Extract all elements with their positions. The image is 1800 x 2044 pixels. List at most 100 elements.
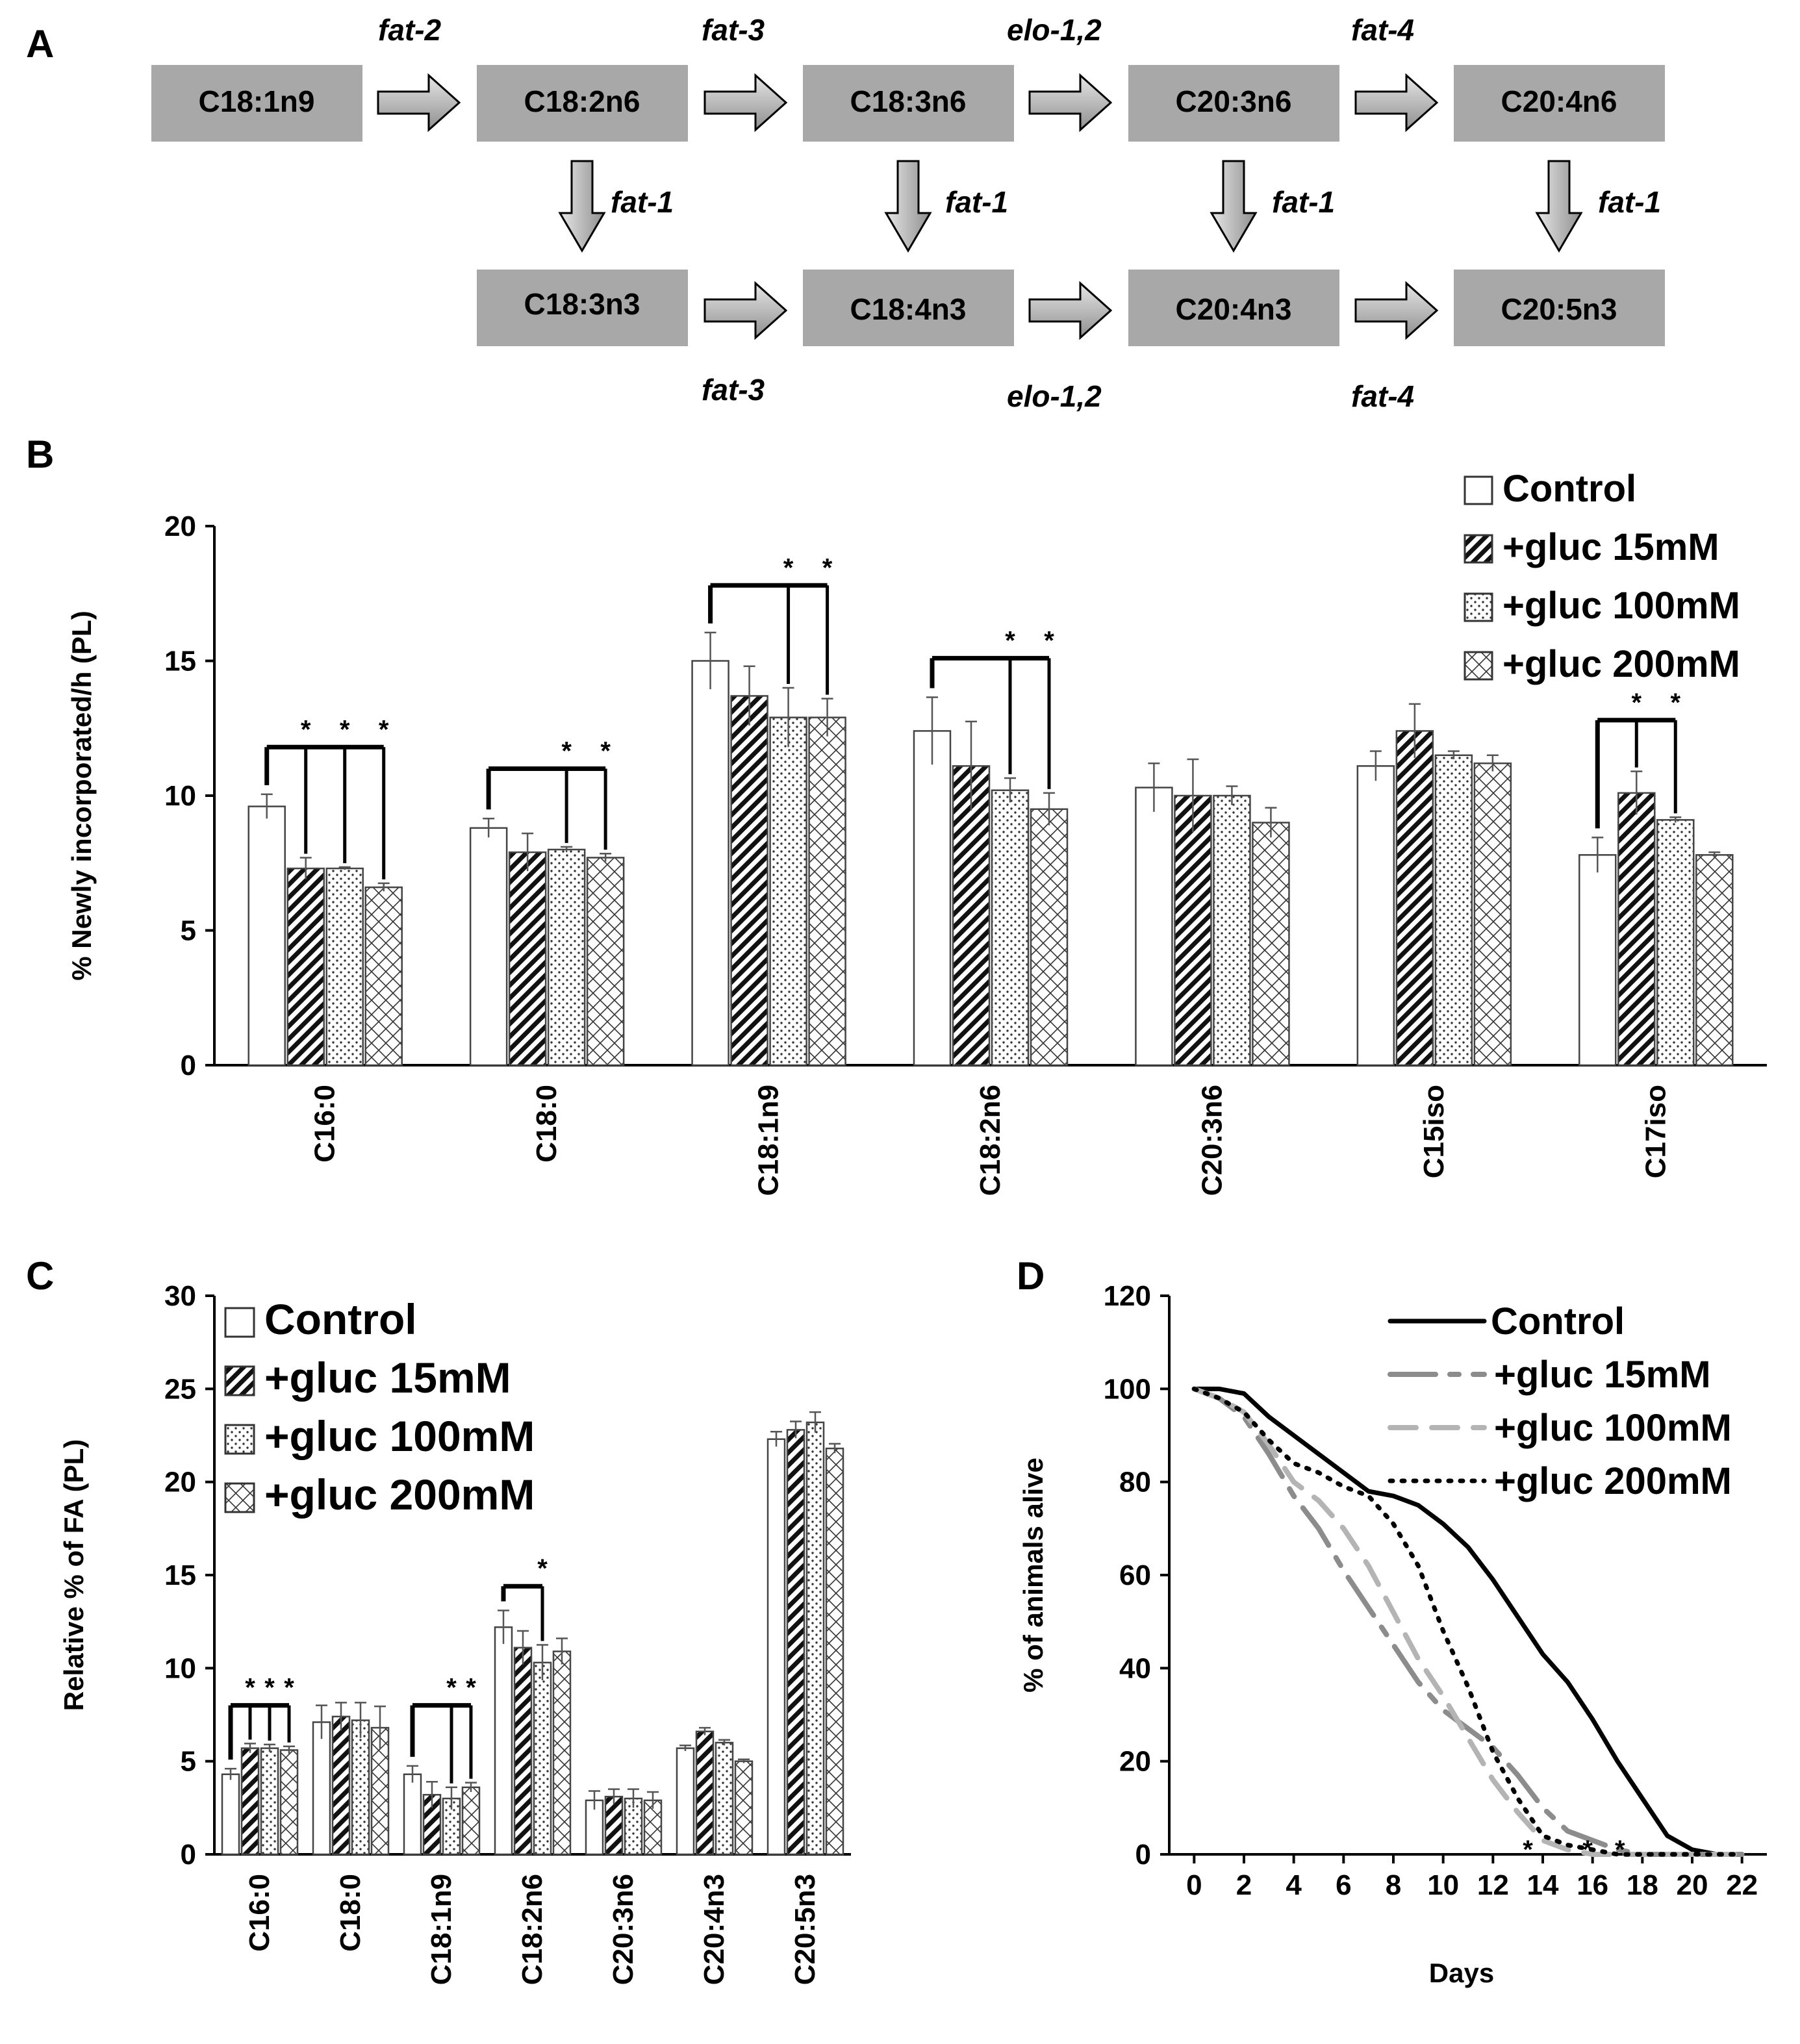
arrow-right-icon xyxy=(704,281,788,340)
significance-star: * xyxy=(284,1674,294,1702)
y-tick-label: 20 xyxy=(164,1467,196,1498)
x-tick-label: 6 xyxy=(1336,1869,1351,1901)
bar xyxy=(547,848,586,1066)
bar xyxy=(469,827,508,1066)
bar xyxy=(643,1799,663,1856)
bar xyxy=(364,886,403,1066)
pathway-box-label: C20:3n6 xyxy=(1176,84,1292,118)
enzyme-label-vertical: fat-1 xyxy=(611,185,674,219)
bar xyxy=(1578,854,1617,1066)
x-tick-label: 8 xyxy=(1386,1869,1401,1901)
chart-c: 0 5 10 15 20 25 30 Relative % of FA (PL) C16:0 C1… xyxy=(58,1280,851,1985)
enzyme-label-top: fat-2 xyxy=(378,13,442,47)
x-tick-label: C18:0 xyxy=(335,1874,366,1952)
pathway-box-top-2: C18:2n6 xyxy=(477,65,688,142)
bar xyxy=(825,1447,844,1856)
y-tick-label: 60 xyxy=(1119,1559,1151,1591)
enzyme-label-vertical: fat-1 xyxy=(945,185,1008,219)
y-tick-label: 25 xyxy=(164,1373,196,1405)
bar xyxy=(691,660,729,1066)
bar xyxy=(805,1421,825,1856)
legend-label: +gluc 100mM xyxy=(264,1412,535,1460)
significance-star: * xyxy=(1615,1836,1625,1864)
x-tick-label: 16 xyxy=(1577,1869,1608,1901)
y-axis-title: Relative % of FA (PL) xyxy=(58,1439,89,1711)
pathway-box-top-4: C20:3n6 xyxy=(1128,65,1339,142)
x-tick-label: 4 xyxy=(1286,1869,1302,1901)
y-tick-label: 0 xyxy=(1135,1839,1151,1871)
bar xyxy=(286,867,325,1066)
bar xyxy=(730,695,768,1066)
arrow-right-icon xyxy=(377,73,461,132)
y-tick-label: 100 xyxy=(1104,1373,1151,1405)
x-tick-label: C20:3n6 xyxy=(607,1874,639,1985)
pathway-box-top-5: C20:4n6 xyxy=(1454,65,1665,142)
y-tick-label: 20 xyxy=(1119,1746,1151,1778)
bar xyxy=(508,851,547,1066)
arrow-right-icon xyxy=(1028,281,1113,340)
series-line xyxy=(1191,1386,1745,1857)
legend-label: Control xyxy=(264,1295,417,1343)
pathway-box-bottom-1: C18:3n3 xyxy=(477,270,688,346)
y-tick-label: 5 xyxy=(181,915,196,947)
arrow-down-icon xyxy=(558,160,606,253)
enzyme-label-vertical: fat-1 xyxy=(1598,185,1661,219)
bar xyxy=(952,765,991,1066)
bar xyxy=(585,1799,604,1856)
pathway-box-top-3: C18:3n6 xyxy=(803,65,1014,142)
bar xyxy=(279,1749,299,1856)
significance-star: * xyxy=(340,715,350,744)
x-tick-label: 22 xyxy=(1726,1869,1758,1901)
significance-star: * xyxy=(600,737,611,766)
bar xyxy=(1174,794,1212,1066)
bar xyxy=(767,1438,786,1856)
legend-swatch xyxy=(1464,592,1493,622)
bar xyxy=(403,1773,422,1856)
pathway-box-label: C18:4n3 xyxy=(850,292,967,326)
pathway-box-label: C18:3n6 xyxy=(850,84,967,118)
x-tick-label: C20:4n3 xyxy=(698,1874,730,1985)
bar xyxy=(351,1719,370,1856)
bar xyxy=(533,1661,552,1856)
pathway-box-label: C20:4n3 xyxy=(1176,292,1292,326)
enzyme-label-top: fat-3 xyxy=(702,13,765,47)
enzyme-label-vertical: fat-1 xyxy=(1272,185,1335,219)
y-tick-label: 120 xyxy=(1104,1280,1151,1312)
enzyme-label-bottom: fat-4 xyxy=(1351,379,1414,413)
bar xyxy=(808,716,846,1066)
x-tick-label: 20 xyxy=(1677,1869,1708,1901)
enzyme-label-top: elo-1,2 xyxy=(1007,13,1102,47)
bar xyxy=(494,1626,513,1856)
bar xyxy=(586,857,625,1066)
bar xyxy=(240,1747,260,1856)
x-tick-label: C18:0 xyxy=(531,1085,563,1163)
bar xyxy=(325,867,364,1066)
significance-star: * xyxy=(1631,688,1642,717)
chart-d: 0 20 40 60 80 100 120 0 2 4 6 8 10 12 14 16 18 20 22 Days % … xyxy=(1018,1280,1767,1988)
legend-label: +gluc 100mM xyxy=(1494,1407,1732,1449)
series-line xyxy=(1191,1386,1745,1857)
x-tick-label: 14 xyxy=(1527,1869,1559,1901)
bar xyxy=(786,1429,805,1856)
bar xyxy=(221,1773,240,1856)
pathway-diagram: C18:1n9 C18:2n6 C18:3n6 C20:3n6 C20:4n6 … xyxy=(151,13,1665,413)
arrow-right-icon xyxy=(704,73,788,132)
bar xyxy=(1656,819,1695,1066)
legend-swatch xyxy=(224,1482,255,1513)
arrow-right-icon xyxy=(1354,281,1439,340)
bar xyxy=(715,1741,734,1856)
bar xyxy=(1617,792,1656,1066)
x-tick-label: C20:5n3 xyxy=(789,1874,821,1985)
bar xyxy=(695,1730,715,1856)
bar xyxy=(513,1647,533,1856)
legend-label: +gluc 15mM xyxy=(1502,526,1719,568)
x-tick-label: C16:0 xyxy=(309,1085,341,1163)
x-tick-label: C18:1n9 xyxy=(753,1085,785,1196)
significance-star: * xyxy=(446,1674,457,1702)
significance-star: * xyxy=(379,715,389,744)
pathway-box-label: C18:3n3 xyxy=(524,287,640,321)
bar xyxy=(991,789,1030,1066)
legend-label: +gluc 200mM xyxy=(1502,643,1740,685)
x-tick-label: 2 xyxy=(1236,1869,1252,1901)
